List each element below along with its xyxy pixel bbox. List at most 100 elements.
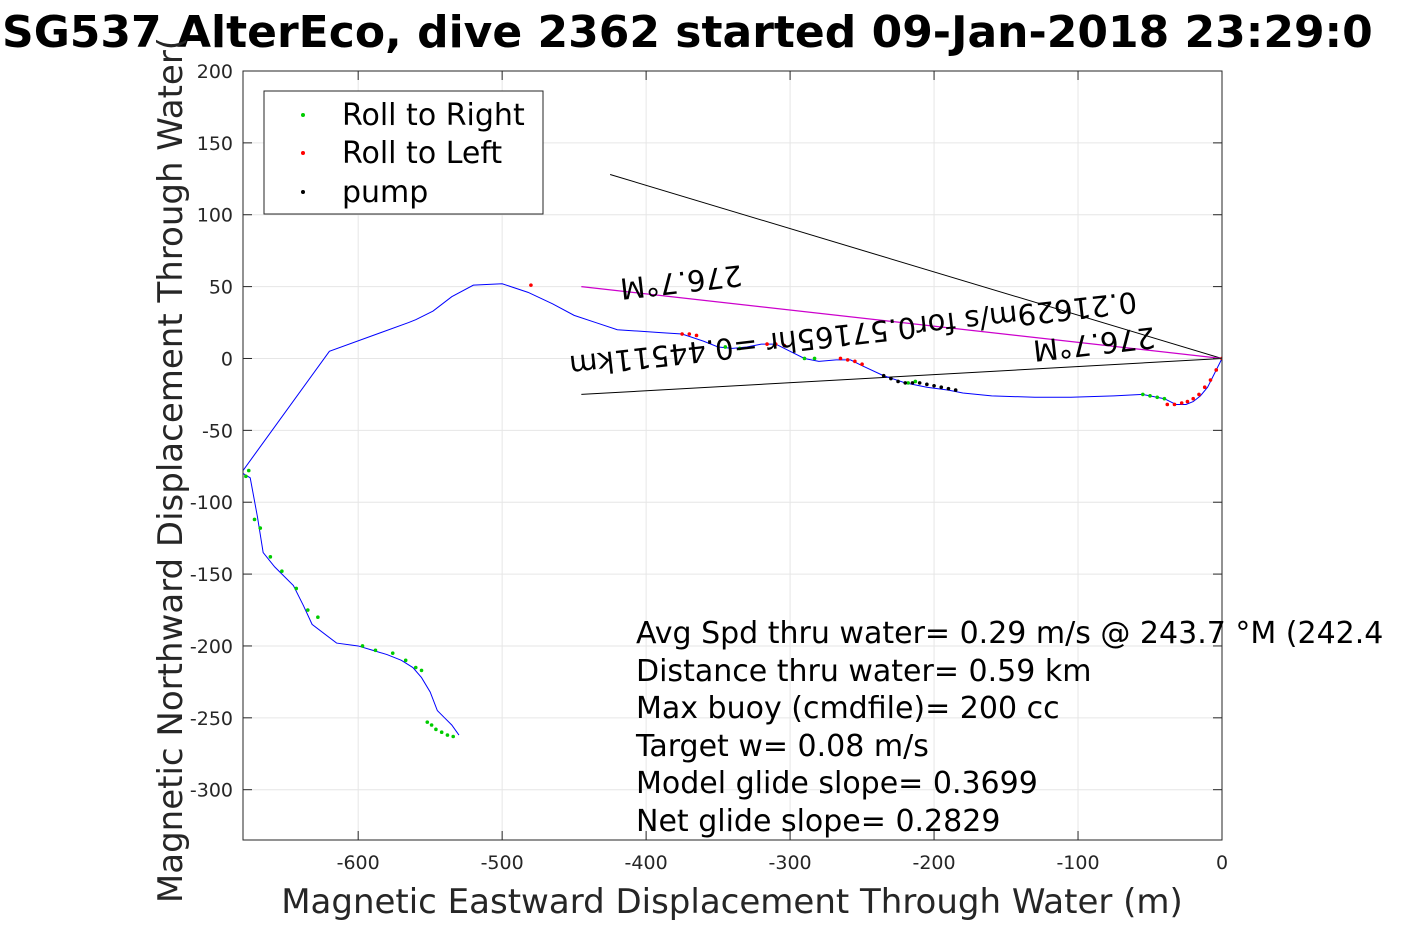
roll-right-point (268, 555, 273, 559)
pump-point (881, 373, 886, 378)
x-tick-label: -400 (625, 852, 668, 874)
pump-point (932, 383, 936, 388)
ticks: -600 -500 -400 -300 -200 -100 0 200 150 100 50 0 -50… (190, 61, 1228, 874)
y-tick-label: 50 (209, 277, 233, 299)
roll-right-point (244, 474, 248, 479)
x-tick-label: -500 (481, 852, 524, 874)
roll-right-point (413, 665, 418, 670)
roll-right-point (913, 379, 918, 384)
roll-right-point (1148, 394, 1152, 398)
chart-title: SG537 AlterEco, dive 2362 started 09-Jan… (2, 7, 1373, 58)
roll-right-point (802, 356, 807, 361)
roll-left-point (838, 356, 843, 361)
y-tick-label: -200 (190, 636, 233, 658)
y-tick-label: -100 (190, 492, 233, 514)
roll-right-point (906, 381, 910, 385)
roll-left-point (529, 283, 533, 287)
pump-point (896, 379, 900, 384)
roll-right-point (252, 517, 257, 522)
current-vector-line-0 (609, 174, 1222, 359)
roll-right-point (439, 730, 444, 734)
roll-left-point (845, 358, 850, 362)
roll-right-point (429, 723, 434, 727)
stat-avg-speed: Avg Spd thru water= 0.29 m/s @ 243.7 °M … (636, 616, 1383, 651)
x-tick-label: -300 (769, 852, 812, 874)
roll-right-point (280, 569, 284, 574)
legend-roll-left-label: Roll to Left (342, 136, 502, 171)
roll-right-point (258, 526, 263, 530)
stat-distance: Distance thru water= 0.59 km (636, 654, 1091, 689)
roll-right-point (434, 727, 438, 732)
roll-right-point (445, 733, 450, 737)
legend: Roll to Right Roll to Left pump (263, 90, 544, 215)
roll-left-point (853, 359, 857, 364)
roll-left-point (782, 343, 787, 348)
roll-left-point (1191, 396, 1196, 401)
pump-point (953, 388, 958, 392)
y-tick-label: 0 (221, 348, 233, 370)
legend-roll-right-marker (301, 113, 305, 117)
stat-net-glide-slope: Net glide slope= 0.2829 (636, 804, 1000, 839)
heading-line (581, 286, 1222, 360)
stat-model-glide-slope: Model glide slope= 0.3699 (636, 766, 1038, 801)
pump-point (917, 381, 922, 385)
legend-box (263, 90, 544, 215)
y-tick-label: 200 (197, 61, 233, 83)
roll-right-point (305, 608, 310, 612)
legend-roll-left-marker (301, 151, 305, 155)
stat-max-buoy: Max buoy (cmdfile)= 200 cc (636, 691, 1060, 726)
roll-right-point (360, 644, 365, 648)
pump-point (910, 381, 915, 385)
roll-right-point (812, 356, 817, 361)
roll-right-point (1162, 396, 1167, 401)
roll-left-point (694, 333, 699, 338)
y-tick-label: 150 (197, 133, 233, 155)
y-tick-label: 100 (197, 205, 233, 227)
legend-pump-marker (301, 190, 305, 194)
roll-right-point (403, 658, 408, 663)
roll-left-point (1179, 401, 1184, 405)
pump-point (903, 381, 908, 385)
plot-frame (242, 70, 1223, 841)
roll-right-point (419, 668, 424, 673)
roll-right-point (1155, 395, 1160, 400)
roll-left-point (1214, 368, 1219, 372)
roll-right-point (737, 346, 742, 351)
roll-right-point (390, 651, 395, 655)
roll-right-point (1141, 392, 1145, 397)
x-tick-label: -100 (1056, 852, 1099, 874)
roll-left-point (680, 332, 684, 336)
legend-roll-right-label: Roll to Right (342, 98, 525, 133)
roll-right-point (451, 734, 455, 739)
stats-block: Avg Spd thru water= 0.29 m/s @ 243.7 °M … (635, 616, 1383, 839)
current-vector-line-1 (581, 357, 1222, 395)
roll-left-point (1208, 378, 1213, 382)
y-tick-label: -300 (190, 780, 233, 802)
roll-right-point (294, 586, 299, 591)
data-layer (243, 174, 1222, 739)
y-tick-label: -250 (190, 708, 233, 730)
legend-pump-label: pump (342, 175, 428, 210)
y-tick-label: -150 (190, 564, 233, 586)
dive-track-line (243, 283, 1222, 736)
x-tick-label: 0 (1216, 852, 1228, 874)
pump-point (939, 385, 944, 390)
roll-left-point (1185, 399, 1190, 404)
pump-point (925, 382, 929, 387)
roll-left-point (687, 332, 692, 336)
roll-right-point (373, 648, 378, 653)
x-tick-label: -600 (337, 852, 380, 874)
roll-left-point (1202, 385, 1207, 390)
roll-right-point (316, 615, 320, 620)
stat-target-w: Target w= 0.08 m/s (635, 729, 929, 764)
pump-point (946, 386, 951, 391)
y-axis-label: Magnetic Northward Displacement Through … (151, 37, 191, 903)
roll-right-point (723, 345, 728, 349)
pump-point (889, 376, 893, 381)
roll-left-point (1172, 402, 1177, 407)
roll-left-point (1197, 392, 1201, 397)
roll-left-point (860, 362, 864, 367)
roll-right-point (425, 720, 430, 724)
roll-left-point (773, 342, 778, 346)
